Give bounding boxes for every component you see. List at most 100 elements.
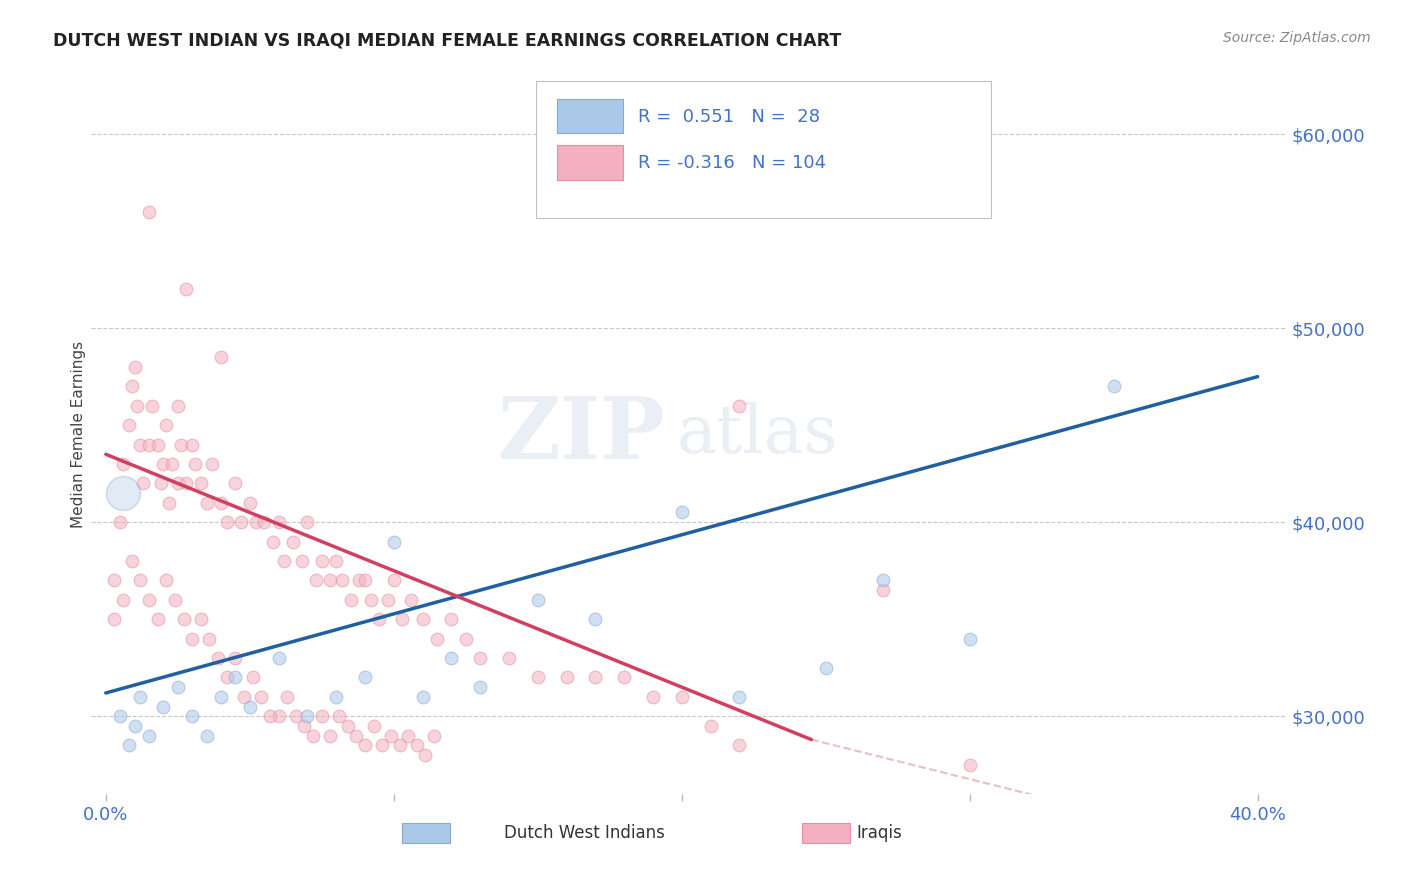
Point	[231, 515, 253, 529]
Point	[190, 476, 212, 491]
Point	[190, 612, 212, 626]
Point	[284, 709, 307, 723]
Point	[325, 690, 347, 704]
Point	[184, 457, 207, 471]
Point	[224, 476, 246, 491]
Point	[294, 719, 316, 733]
Point	[245, 515, 267, 529]
Point	[470, 651, 492, 665]
Point	[426, 632, 449, 646]
Point	[138, 437, 160, 451]
Point	[291, 554, 314, 568]
Point	[302, 729, 325, 743]
Text: R = -0.316   N = 104: R = -0.316 N = 104	[637, 154, 825, 172]
Point	[388, 739, 411, 753]
Point	[195, 496, 218, 510]
Text: Iraqis: Iraqis	[856, 823, 903, 842]
Point	[583, 670, 606, 684]
Point	[124, 359, 146, 374]
Point	[814, 661, 837, 675]
Point	[382, 574, 405, 588]
Point	[347, 574, 370, 588]
Point	[526, 592, 548, 607]
Point	[297, 515, 319, 529]
Point	[354, 739, 377, 753]
Point	[138, 592, 160, 607]
Point	[176, 476, 198, 491]
Text: Dutch West Indians: Dutch West Indians	[503, 823, 665, 842]
Point	[181, 437, 204, 451]
FancyBboxPatch shape	[536, 81, 991, 218]
Point	[224, 651, 246, 665]
Point	[328, 709, 350, 723]
Point	[198, 632, 221, 646]
Point	[155, 574, 177, 588]
Point	[132, 476, 155, 491]
Point	[121, 554, 143, 568]
Point	[146, 437, 169, 451]
Text: R =  0.551   N =  28: R = 0.551 N = 28	[637, 108, 820, 126]
Point	[454, 632, 477, 646]
Bar	[558, 99, 623, 133]
Point	[129, 574, 152, 588]
Point	[169, 437, 191, 451]
Point	[344, 729, 367, 743]
Point	[173, 612, 195, 626]
Point	[166, 680, 188, 694]
Point	[305, 574, 328, 588]
Point	[124, 719, 146, 733]
Point	[339, 592, 361, 607]
Point	[112, 486, 135, 500]
Point	[959, 757, 981, 772]
Point	[1102, 379, 1125, 393]
Point	[201, 457, 224, 471]
Point	[728, 690, 751, 704]
Point	[253, 515, 276, 529]
Point	[613, 670, 636, 684]
Point	[470, 680, 492, 694]
Point	[103, 612, 125, 626]
Point	[146, 612, 169, 626]
Bar	[558, 145, 623, 180]
Point	[728, 739, 751, 753]
Point	[440, 651, 463, 665]
Point	[728, 399, 751, 413]
Point	[699, 719, 721, 733]
Point	[157, 496, 180, 510]
Point	[671, 690, 693, 704]
Point	[181, 632, 204, 646]
Point	[166, 476, 188, 491]
Point	[138, 729, 160, 743]
Point	[239, 699, 262, 714]
Point	[129, 690, 152, 704]
Point	[377, 592, 399, 607]
Point	[671, 506, 693, 520]
Point	[276, 690, 298, 704]
Point	[176, 282, 198, 296]
Point	[354, 670, 377, 684]
Point	[325, 554, 347, 568]
Point	[405, 739, 427, 753]
Bar	[803, 822, 851, 843]
Point	[160, 457, 183, 471]
Point	[872, 574, 894, 588]
Point	[112, 457, 135, 471]
Point	[273, 554, 295, 568]
Y-axis label: Median Female Earnings: Median Female Earnings	[70, 342, 86, 528]
Point	[311, 709, 333, 723]
Point	[267, 651, 290, 665]
Bar	[402, 822, 450, 843]
Point	[498, 651, 520, 665]
Point	[382, 534, 405, 549]
Point	[959, 632, 981, 646]
Point	[319, 729, 342, 743]
Point	[108, 515, 131, 529]
Point	[163, 592, 186, 607]
Point	[250, 690, 273, 704]
Point	[239, 496, 262, 510]
Point	[583, 612, 606, 626]
Point	[267, 709, 290, 723]
Point	[354, 574, 377, 588]
Point	[127, 399, 149, 413]
Point	[872, 583, 894, 598]
